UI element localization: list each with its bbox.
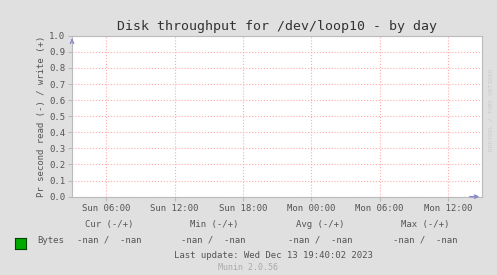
Text: RRDTOOL / TOBI OETIKER: RRDTOOL / TOBI OETIKER bbox=[489, 69, 494, 151]
Text: Last update: Wed Dec 13 19:40:02 2023: Last update: Wed Dec 13 19:40:02 2023 bbox=[174, 251, 373, 260]
Text: Bytes: Bytes bbox=[37, 236, 64, 244]
Text: -nan /  -nan: -nan / -nan bbox=[181, 236, 246, 244]
Text: Avg (-/+): Avg (-/+) bbox=[296, 220, 345, 229]
Text: -nan /  -nan: -nan / -nan bbox=[393, 236, 457, 244]
Title: Disk throughput for /dev/loop10 - by day: Disk throughput for /dev/loop10 - by day bbox=[117, 20, 437, 33]
Y-axis label: Pr second read (-) / write (+): Pr second read (-) / write (+) bbox=[37, 35, 46, 197]
Text: Munin 2.0.56: Munin 2.0.56 bbox=[219, 263, 278, 271]
Text: Max (-/+): Max (-/+) bbox=[401, 220, 449, 229]
Text: -nan /  -nan: -nan / -nan bbox=[288, 236, 353, 244]
Text: -nan /  -nan: -nan / -nan bbox=[77, 236, 142, 244]
Text: Cur (-/+): Cur (-/+) bbox=[85, 220, 134, 229]
Text: Min (-/+): Min (-/+) bbox=[189, 220, 238, 229]
